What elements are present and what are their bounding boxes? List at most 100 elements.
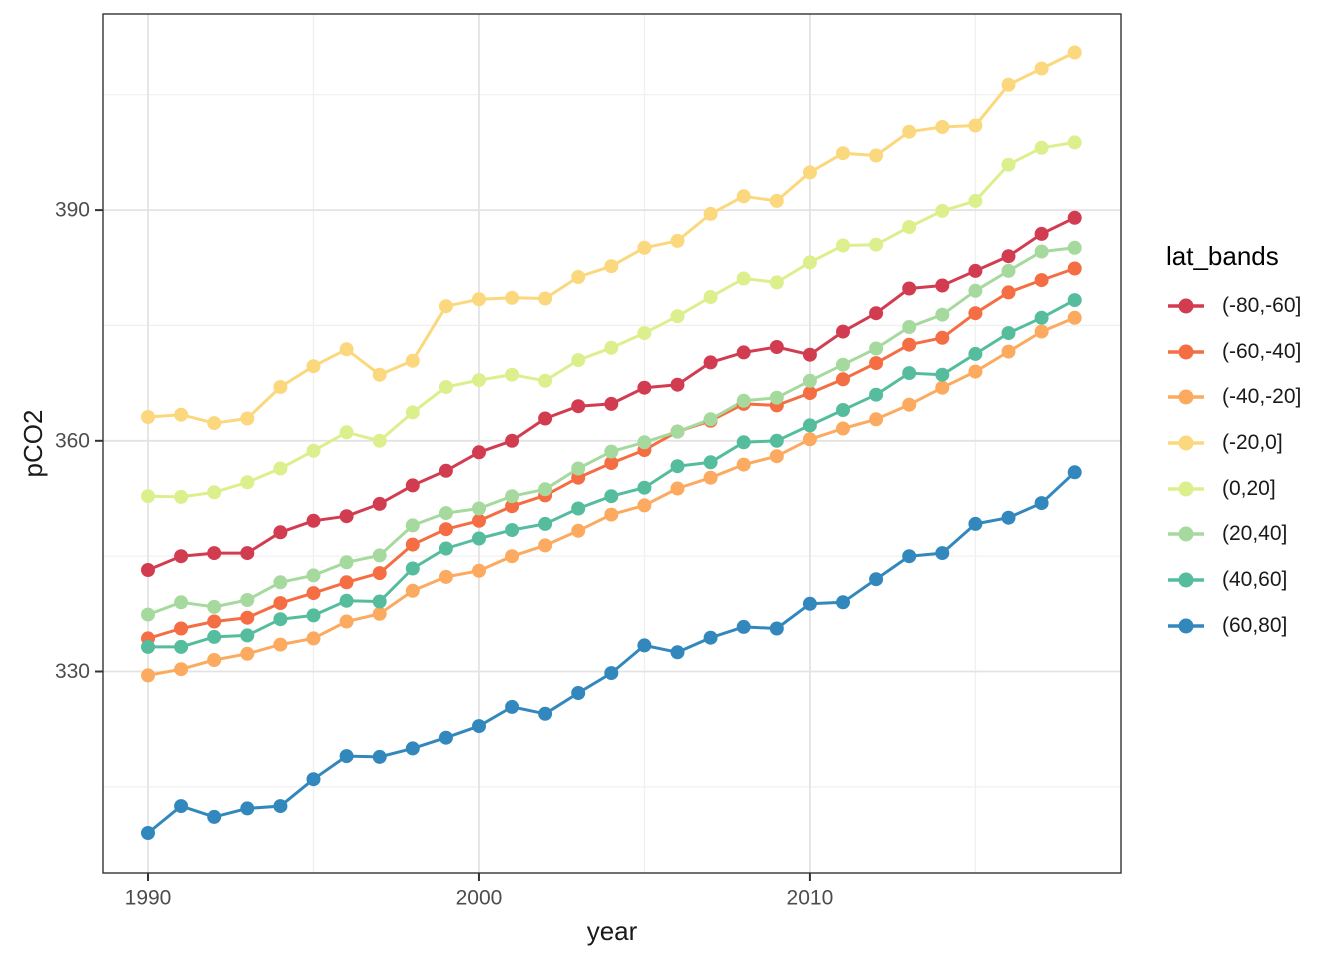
data-point [703, 455, 718, 470]
data-point [571, 399, 586, 414]
data-point [1034, 244, 1049, 259]
data-point [372, 566, 387, 581]
data-point [372, 433, 387, 448]
data-point [405, 518, 420, 533]
data-point [869, 306, 884, 321]
data-point [836, 421, 850, 436]
data-point [505, 433, 520, 448]
data-point [174, 799, 189, 814]
data-point [306, 359, 321, 374]
data-point [273, 461, 288, 476]
data-point [935, 367, 950, 382]
legend-item-label: (-20,0] [1222, 430, 1283, 454]
data-point [736, 345, 751, 360]
data-point [438, 299, 453, 314]
legend-key-icon [1168, 572, 1204, 588]
data-point [836, 372, 850, 387]
data-point [240, 628, 255, 643]
data-point [769, 340, 784, 354]
data-point [1034, 496, 1049, 511]
data-point [604, 396, 619, 411]
plot-panel [103, 14, 1121, 873]
data-point [670, 309, 685, 324]
data-point [174, 595, 189, 610]
data-point [604, 340, 619, 355]
data-point [968, 346, 983, 361]
data-point [472, 563, 486, 578]
data-point [869, 387, 884, 402]
series-points-layer [141, 45, 1082, 840]
data-point [637, 498, 652, 513]
data-point [538, 411, 553, 426]
data-point [703, 290, 718, 304]
data-point [1034, 273, 1049, 288]
data-point [935, 380, 950, 395]
data-point [505, 290, 520, 305]
data-point [703, 206, 718, 221]
data-point [802, 418, 817, 433]
data-point [1067, 293, 1082, 308]
data-point [141, 563, 155, 577]
data-point [935, 546, 950, 561]
data-point [968, 193, 983, 208]
data-point [604, 444, 619, 459]
data-point [505, 699, 520, 714]
legend-item-4: (0,20] [1166, 466, 1301, 512]
series-points-3 [141, 45, 1082, 431]
data-point [207, 614, 222, 629]
data-point [802, 347, 817, 362]
legend-item-label: (-80,-60] [1222, 293, 1302, 317]
data-point [637, 638, 652, 653]
data-point [902, 337, 917, 352]
legend-item-7: (60,80] [1166, 603, 1301, 649]
data-point [968, 516, 983, 531]
data-point [637, 240, 652, 255]
legend-item-0: (-80,-60] [1166, 283, 1301, 329]
data-point [935, 120, 950, 134]
data-point [1001, 249, 1016, 264]
data-point [802, 386, 817, 401]
data-point [902, 220, 917, 234]
data-point [240, 546, 255, 561]
data-point [1067, 310, 1082, 325]
data-point [1001, 263, 1016, 278]
y-axis-title: pCO2 [18, 410, 48, 478]
data-point [273, 575, 288, 590]
data-point [339, 425, 354, 440]
data-point [273, 799, 288, 814]
legend-item-6: (40,60] [1166, 557, 1301, 603]
data-point [968, 364, 983, 379]
legend-item-label: (0,20] [1222, 476, 1276, 500]
data-point [802, 596, 817, 611]
legend-item-label: (-60,-40] [1222, 339, 1302, 363]
data-point [670, 481, 685, 496]
data-point [306, 443, 321, 458]
data-point [703, 412, 718, 427]
data-point [438, 506, 453, 521]
data-point [902, 366, 917, 381]
data-point [141, 639, 155, 654]
data-point [339, 575, 354, 590]
y-tick-label: 330 [55, 660, 90, 683]
data-point [836, 238, 850, 253]
data-point [438, 463, 453, 478]
x-tick-label: 2010 [787, 887, 834, 910]
data-point [571, 270, 586, 284]
legend-key-icon [1168, 481, 1204, 497]
data-point [472, 292, 486, 307]
data-point [902, 281, 917, 296]
data-point [1001, 157, 1016, 172]
data-point [769, 621, 784, 636]
data-point [141, 826, 155, 840]
data-point [836, 146, 850, 161]
data-point [1067, 45, 1082, 60]
data-point [670, 424, 685, 439]
data-point [1001, 344, 1016, 359]
data-point [736, 393, 751, 408]
data-point [538, 373, 553, 388]
legend-key-icon [1168, 298, 1204, 314]
data-point [836, 595, 850, 610]
legend-item-label: (20,40] [1222, 522, 1288, 546]
data-point [1067, 465, 1082, 480]
